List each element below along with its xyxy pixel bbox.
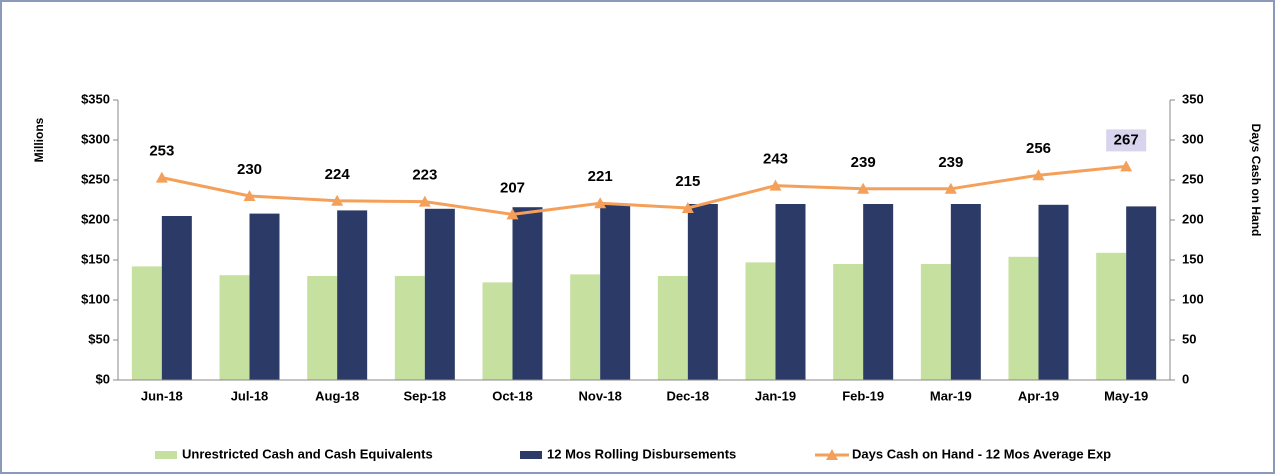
- x-tick-label: Apr-19: [1018, 388, 1059, 403]
- bar: [833, 264, 864, 380]
- data-label: 267: [1114, 131, 1139, 148]
- line-marker: [681, 202, 694, 213]
- bar: [1126, 206, 1157, 380]
- y2-tick-label: 300: [1182, 131, 1204, 146]
- bar: [307, 276, 338, 380]
- y2-tick-label: 100: [1182, 291, 1204, 306]
- data-label: 253: [149, 143, 174, 160]
- data-label: 215: [675, 173, 700, 190]
- y2-tick-label: 250: [1182, 171, 1204, 186]
- data-label: 221: [588, 168, 613, 185]
- x-tick-label: Jul-18: [231, 388, 269, 403]
- line-marker: [331, 194, 344, 206]
- line-marker: [155, 171, 168, 183]
- bar: [512, 207, 543, 380]
- x-tick-label: Jan-19: [755, 388, 796, 403]
- bar: [775, 204, 806, 380]
- legend-marker: [826, 449, 838, 460]
- bar: [745, 262, 776, 380]
- line-marker: [594, 197, 607, 209]
- y2-tick-label: 0: [1182, 371, 1189, 386]
- y-tick-label: $200: [81, 211, 110, 226]
- y2-tick-label: 50: [1182, 331, 1196, 346]
- bar: [424, 208, 455, 380]
- x-tick-label: Nov-18: [578, 388, 621, 403]
- x-tick-label: Aug-18: [315, 388, 359, 403]
- bar: [1008, 256, 1039, 380]
- data-label: 239: [938, 154, 963, 171]
- bar: [337, 210, 368, 380]
- legend-label: Days Cash on Hand - 12 Mos Average Exp: [852, 446, 1111, 461]
- data-label: 223: [412, 167, 437, 184]
- y-tick-label: $0: [96, 371, 110, 386]
- bar: [1096, 252, 1127, 380]
- data-label: 243: [763, 151, 788, 168]
- y-tick-label: $50: [88, 331, 110, 346]
- x-tick-label: Oct-18: [492, 388, 532, 403]
- data-label: 239: [851, 154, 876, 171]
- y2-tick-label: 350: [1182, 91, 1204, 106]
- x-tick-label: Mar-19: [930, 388, 972, 403]
- y-tick-label: $100: [81, 291, 110, 306]
- line-marker: [418, 195, 431, 207]
- line-marker: [1032, 169, 1045, 181]
- bar: [394, 276, 425, 380]
- data-label: 230: [237, 161, 262, 178]
- legend-swatch: [520, 451, 542, 459]
- y-tick-label: $150: [81, 251, 110, 266]
- data-label: 224: [325, 166, 351, 183]
- line-marker: [243, 190, 256, 201]
- data-label: 256: [1026, 140, 1051, 157]
- bar: [863, 204, 894, 380]
- legend-swatch: [155, 451, 177, 459]
- bar: [950, 204, 981, 380]
- bar: [570, 274, 601, 380]
- line: [161, 164, 1127, 216]
- line-marker: [769, 179, 782, 191]
- y-tick-label: $350: [81, 91, 110, 106]
- bar: [161, 216, 192, 380]
- bar: [657, 276, 688, 380]
- bar: [131, 266, 162, 380]
- bar: [219, 275, 250, 380]
- bar: [600, 204, 631, 380]
- x-tick-label: Jun-18: [141, 388, 183, 403]
- bar: [482, 282, 513, 380]
- label-highlight: [1106, 129, 1147, 152]
- y-axis-title: Millions: [32, 117, 46, 162]
- x-tick-label: May-19: [1104, 388, 1148, 403]
- y-tick-label: $250: [81, 171, 110, 186]
- bar: [687, 204, 718, 380]
- line-marker: [506, 208, 519, 220]
- y2-tick-label: 200: [1182, 211, 1204, 226]
- y2-tick-label: 150: [1182, 251, 1204, 266]
- legend-label: Unrestricted Cash and Cash Equivalents: [182, 446, 433, 461]
- line-marker: [1120, 160, 1133, 172]
- x-tick-label: Feb-19: [842, 388, 884, 403]
- y2-axis-title: Days Cash on Hand: [1249, 124, 1263, 237]
- legend-label: 12 Mos Rolling Disbursements: [547, 446, 736, 461]
- line-marker: [857, 182, 870, 194]
- bar: [249, 213, 280, 380]
- y-tick-label: $300: [81, 131, 110, 146]
- data-label: 207: [500, 179, 525, 196]
- x-tick-label: Sep-18: [404, 388, 447, 403]
- bar: [1038, 204, 1069, 380]
- x-tick-label: Dec-18: [667, 388, 710, 403]
- bar: [920, 264, 951, 380]
- line-marker: [944, 182, 957, 194]
